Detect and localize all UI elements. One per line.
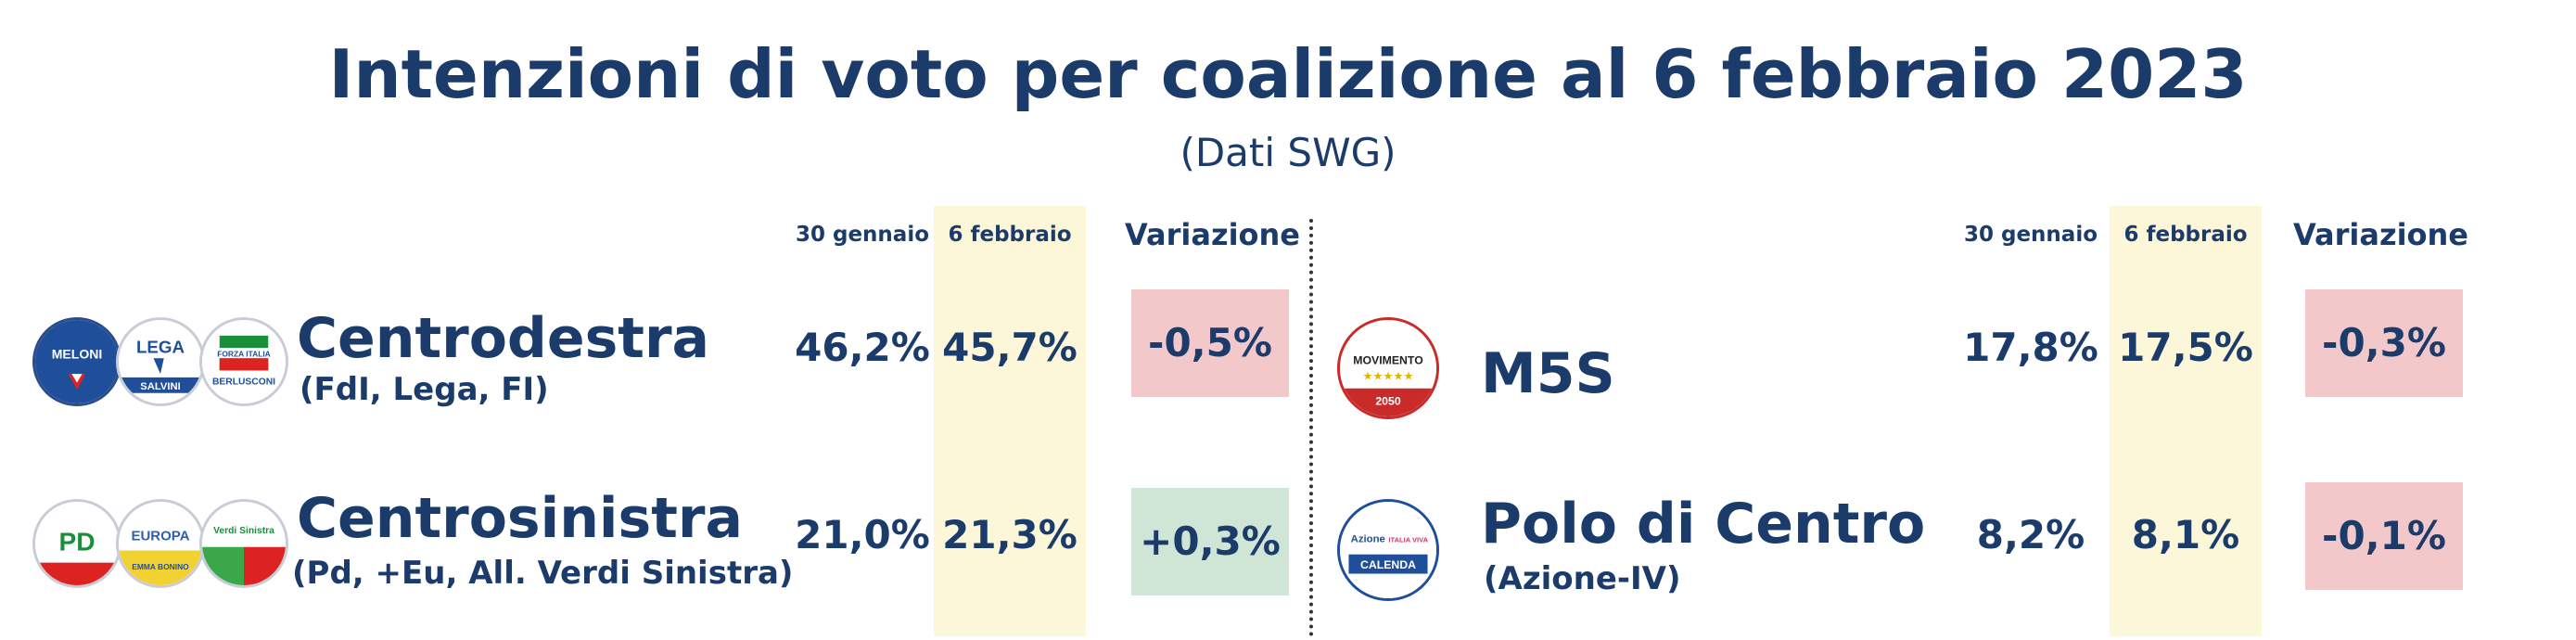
page-title: Intenzioni di voto per coalizione al 6 f… (328, 35, 2248, 113)
pd-logo: PD (32, 499, 121, 588)
avs-logo: Verdi Sinistra (199, 499, 288, 588)
current-column-highlight (2110, 206, 2262, 636)
svg-text:LEGA: LEGA (136, 338, 185, 357)
svg-text:MELONI: MELONI (52, 346, 103, 361)
m5s-logo: MOVIMENTO ★★★★★ 2050 (1337, 317, 1439, 419)
europa-logo: EUROPA EMMA BONINO (116, 499, 205, 588)
row-sub: (Pd, +Eu, All. Verdi Sinistra) (292, 555, 794, 592)
svg-text:SALVINI: SALVINI (140, 381, 181, 392)
svg-text:Azione: Azione (1351, 533, 1385, 544)
col-header-prev: 30 gennaio (795, 223, 930, 247)
row-name: Polo di Centro (1481, 492, 1926, 557)
svg-text:★★★★★: ★★★★★ (1362, 369, 1413, 382)
value-prev: 17,8% (1963, 325, 2098, 370)
fi-logo: FORZA ITALIA BERLUSCONI (199, 317, 288, 406)
col-header-curr: 6 febbraio (2123, 223, 2248, 247)
value-prev: 21,0% (795, 512, 930, 557)
left-panel: 30 gennaio 6 febbraio Variazione MELONI … (0, 206, 1307, 636)
col-header-prev: 30 gennaio (1963, 223, 2098, 247)
page-subtitle: (Dati SWG) (1180, 130, 1396, 175)
svg-text:BERLUSCONI: BERLUSCONI (212, 377, 275, 387)
panel-divider (1309, 219, 1313, 636)
col-header-curr: 6 febbraio (948, 223, 1072, 247)
value-curr: 17,5% (2118, 325, 2253, 370)
row-name: Centrosinistra (297, 486, 743, 551)
table-row-centrosinistra: PD EUROPA EMMA BONINO Verdi Sinistra Cent… (0, 473, 1307, 640)
row-sub: (FdI, Lega, FI) (300, 371, 549, 408)
change-badge: -0,5% (1131, 289, 1289, 397)
svg-text:2050: 2050 (1375, 395, 1400, 408)
value-prev: 8,2% (1976, 512, 2085, 557)
lega-logo: LEGA SALVINI (116, 317, 205, 406)
svg-text:EUROPA: EUROPA (131, 528, 189, 544)
change-badge: -0,1% (2305, 482, 2463, 590)
value-curr: 8,1% (2131, 512, 2240, 557)
value-curr: 45,7% (942, 325, 1078, 370)
svg-text:Verdi Sinistra: Verdi Sinistra (213, 526, 274, 536)
svg-text:PD: PD (58, 528, 95, 557)
svg-text:FORZA ITALIA: FORZA ITALIA (217, 349, 271, 358)
row-sub: (Azione-IV) (1484, 560, 1681, 597)
svg-text:MOVIMENTO: MOVIMENTO (1353, 353, 1423, 366)
table-row-m5s: MOVIMENTO ★★★★★ 2050 M5S 17,8% 17,5% -0,3% (1317, 278, 2576, 445)
value-curr: 21,3% (942, 512, 1078, 557)
azione-iv-logo: Azione ITALIA VIVA CALENDA (1337, 499, 1439, 601)
table-row-polo-di-centro: Azione ITALIA VIVA CALENDA Polo di Centro … (1317, 473, 2576, 640)
svg-text:EMMA BONINO: EMMA BONINO (132, 562, 189, 571)
row-name: M5S (1481, 341, 1615, 406)
fdi-logo: MELONI (32, 317, 121, 406)
value-prev: 46,2% (795, 325, 930, 370)
col-header-change: Variazione (2292, 217, 2468, 252)
change-badge: -0,3% (2305, 289, 2463, 397)
current-column-highlight (934, 206, 1086, 636)
col-header-change: Variazione (1124, 217, 1300, 252)
right-panel: 30 gennaio 6 febbraio Variazione MOVIMEN… (1317, 0, 2576, 636)
row-name: Centrodestra (297, 306, 710, 371)
svg-text:CALENDA: CALENDA (1360, 558, 1416, 571)
table-row-centrodestra: MELONI LEGA SALVINI FORZA ITALIA BERLUSCON… (0, 278, 1307, 445)
change-badge: +0,3% (1131, 488, 1289, 595)
svg-text:ITALIA VIVA: ITALIA VIVA (1388, 535, 1428, 544)
